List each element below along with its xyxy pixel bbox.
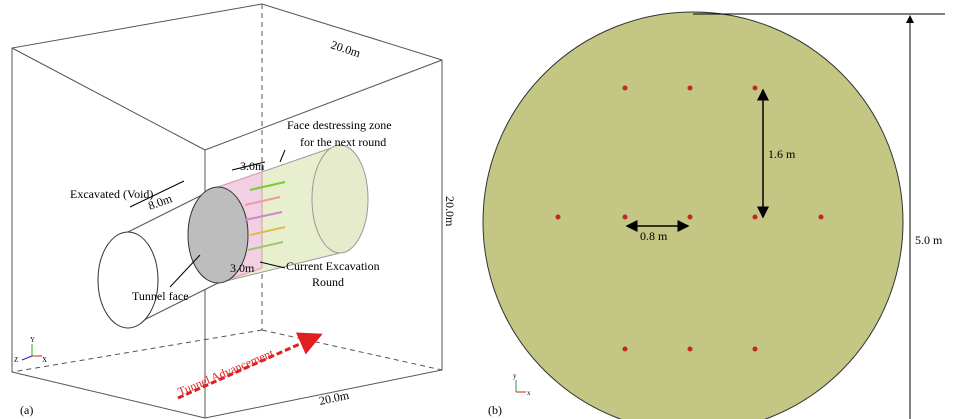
dimension: 1.6 m xyxy=(768,147,796,161)
panel-label: (a) xyxy=(20,403,33,417)
tunnel-section xyxy=(483,12,903,419)
axis-triad: y x xyxy=(513,372,531,397)
dimension: 5.0 m xyxy=(915,233,943,247)
annotation: Current Excavation xyxy=(286,259,380,273)
panel-a: 20.0m 20.0m 20.0m Face destressing zone … xyxy=(12,4,457,418)
axis-label: X xyxy=(42,356,47,364)
annotation: Tunnel Advancement xyxy=(176,346,276,399)
axis-label: x xyxy=(527,389,531,397)
axis-label: Y xyxy=(30,336,35,344)
panel-b: 1.6 m 0.8 m 5.0 m y x (b) xyxy=(483,12,945,419)
dimension: 0.8 m xyxy=(640,229,668,243)
dimension: 3.0m xyxy=(230,261,255,275)
annotation: for the next round xyxy=(300,135,386,149)
panel-label: (b) xyxy=(488,403,502,417)
figure: 20.0m 20.0m 20.0m Face destressing zone … xyxy=(0,0,954,419)
box-dimension: 20.0m xyxy=(443,196,457,227)
axis-label: Z xyxy=(14,356,18,364)
axis-triad: Y Z X xyxy=(14,336,47,364)
axis-label: y xyxy=(513,372,517,380)
box-dimension: 20.0m xyxy=(329,38,363,61)
box-dimension: 20.0m xyxy=(318,388,351,408)
annotation: Tunnel face xyxy=(132,289,189,303)
dimension: 3.0m xyxy=(240,159,265,173)
annotation: Face destressing zone xyxy=(287,118,392,132)
annotation: Excavated (Void) xyxy=(70,187,153,201)
annotation: Round xyxy=(312,275,344,289)
